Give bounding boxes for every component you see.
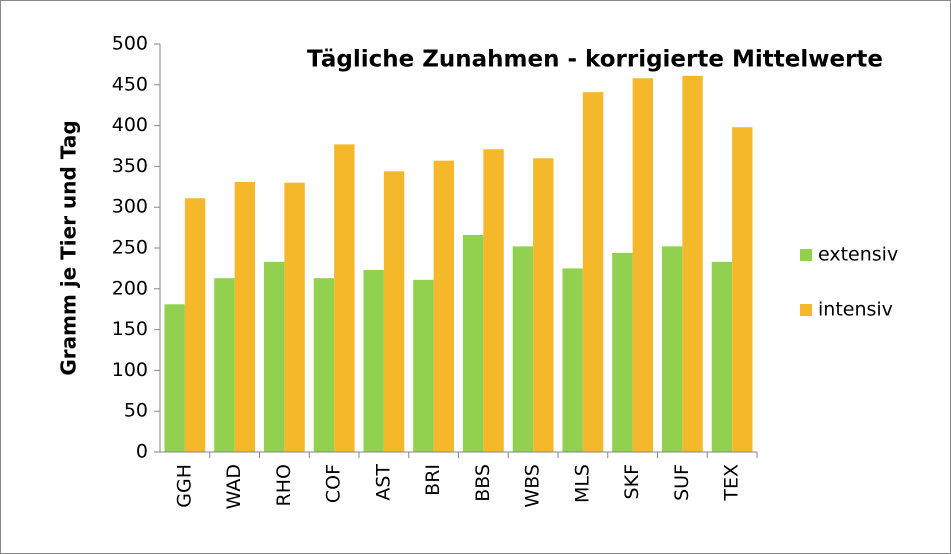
bar [413,279,434,452]
bar [682,75,703,452]
x-tick-label: GGH [173,464,195,508]
bar [313,278,335,452]
y-tick-label: 400 [112,114,148,136]
bar [214,278,235,452]
bar [184,198,206,452]
legend-swatch [800,304,812,316]
y-tick-label: 300 [112,196,148,218]
x-tick-label: SUF [671,464,693,501]
x-tick-label: COF [323,464,345,503]
chart-title: Tägliche Zunahmen - korrigierte Mittelwe… [307,47,883,73]
bar [562,268,583,452]
x-tick-label: SKF [621,464,643,499]
bar [612,252,633,452]
legend-swatch [800,249,812,261]
bar [661,246,683,452]
bar [533,158,554,453]
x-tick-label: AST [372,464,394,501]
x-tick-label: WAD [223,464,245,509]
x-tick-label: RHO [273,464,295,506]
bar [711,261,733,452]
y-axis-label: Gramm je Tier und Tag [57,120,81,375]
y-tick-label: 500 [112,33,148,55]
bar [433,160,455,453]
bar [732,127,753,453]
x-tick-label: MLS [571,464,593,503]
y-tick-label: 350 [112,155,148,177]
bar [483,149,504,452]
bar [284,182,305,452]
bar [512,246,534,452]
bar [363,270,384,452]
x-tick-label: WBS [522,464,544,508]
y-tick-label: 0 [136,441,148,463]
bar [462,234,484,452]
bar [234,181,256,453]
legend-label: intensiv [818,299,893,321]
x-tick-label: TEX [721,464,743,502]
x-tick-label: BRI [422,464,444,496]
y-tick-label: 50 [124,400,148,422]
bar [263,261,285,452]
y-tick-label: 200 [112,277,148,299]
y-tick-label: 450 [112,73,148,95]
y-tick-label: 250 [112,237,148,259]
y-tick-label: 100 [112,359,148,381]
bar [383,171,405,452]
bar [334,144,355,453]
y-tick-label: 150 [112,318,148,340]
bar [582,92,604,453]
legend-label: extensiv [818,244,898,266]
bar [164,304,185,452]
x-tick-label: BBS [472,464,494,502]
bar [632,78,654,452]
